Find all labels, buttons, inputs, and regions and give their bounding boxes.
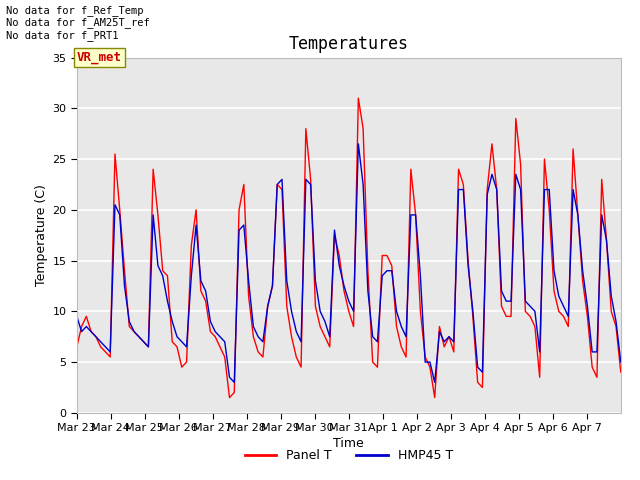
HMP45 T [355, 141, 362, 147]
Panel T [197, 288, 205, 294]
HMP45 T [617, 359, 625, 365]
Panel T [254, 349, 262, 355]
X-axis label: Time: Time [333, 437, 364, 450]
HMP45 T [230, 380, 238, 385]
Panel T [226, 395, 234, 400]
HMP45 T [145, 344, 152, 350]
Text: VR_met: VR_met [77, 51, 122, 64]
Panel T [145, 344, 152, 350]
Panel T [73, 344, 81, 350]
Panel T [355, 96, 362, 101]
Panel T [560, 313, 568, 319]
HMP45 T [197, 278, 205, 284]
Panel T [412, 212, 419, 218]
HMP45 T [283, 278, 291, 284]
Line: HMP45 T: HMP45 T [77, 144, 621, 383]
HMP45 T [412, 212, 419, 218]
Line: Panel T: Panel T [77, 98, 621, 397]
Title: Temperatures: Temperatures [289, 35, 409, 53]
Panel T [283, 303, 291, 309]
Panel T [617, 369, 625, 375]
Legend: Panel T, HMP45 T: Panel T, HMP45 T [239, 444, 458, 467]
Y-axis label: Temperature (C): Temperature (C) [35, 184, 48, 286]
Text: No data for f_Ref_Temp
No data for f_AM25T_ref
No data for f_PRT1: No data for f_Ref_Temp No data for f_AM2… [6, 5, 150, 41]
HMP45 T [73, 313, 81, 319]
HMP45 T [254, 334, 262, 339]
HMP45 T [560, 303, 568, 309]
